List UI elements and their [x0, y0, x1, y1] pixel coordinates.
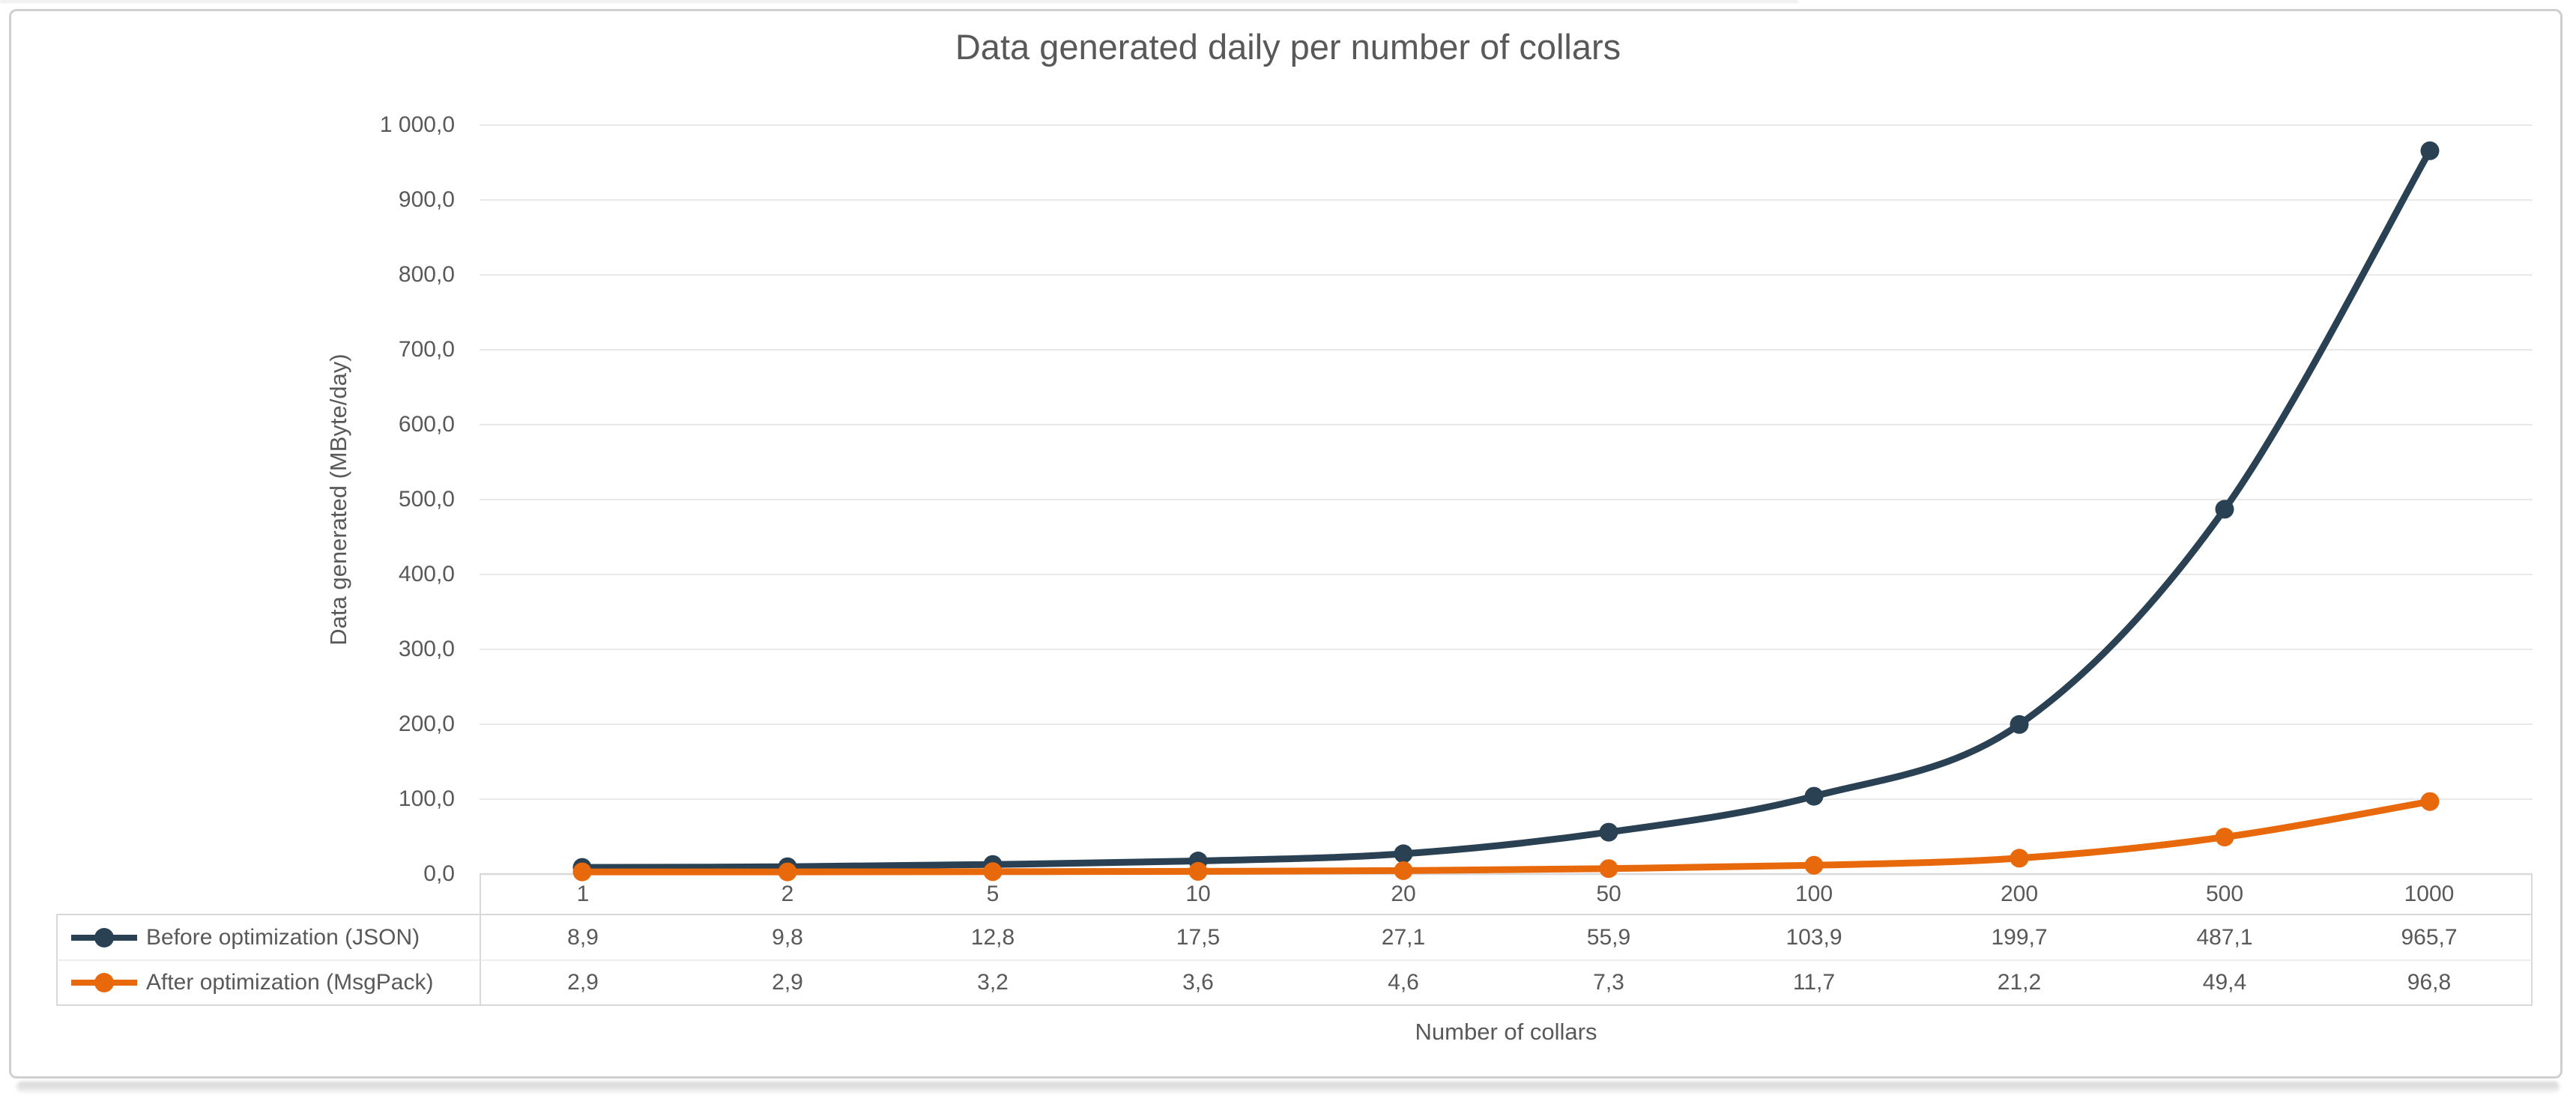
- table-value-cell: 7,3: [1506, 961, 1711, 1006]
- table-value-cell: 21,2: [1917, 961, 2122, 1006]
- table-category-header: 50: [1506, 874, 1711, 915]
- legend-item: Before optimization (JSON): [56, 915, 480, 961]
- table-value-cell: 27,1: [1301, 915, 1506, 961]
- table-value-cell: 3,6: [1095, 961, 1301, 1006]
- data-table: 1 2 5 10 20 50 100 200 500 1000 Before optimizatio…: [56, 874, 2533, 1006]
- y-axis-tick-label: 400,0: [398, 562, 455, 586]
- table-value-cell: 8,9: [480, 915, 685, 961]
- table-category-header: 1000: [2327, 874, 2533, 915]
- table-value-cell: 12,8: [890, 915, 1095, 961]
- table-value-cell: 4,6: [1301, 961, 1506, 1006]
- y-axis-tick-label: 800,0: [398, 262, 455, 287]
- table-value-cell: 9,8: [685, 915, 890, 961]
- y-axis-tick-label: 900,0: [398, 187, 455, 212]
- y-axis-tick-label: 500,0: [398, 487, 455, 512]
- table-value-cell: 965,7: [2327, 915, 2533, 961]
- y-axis-tick-label: 300,0: [398, 637, 455, 661]
- legend-key-icon: [71, 927, 137, 947]
- table-category-header: 20: [1301, 874, 1506, 915]
- table-value-cell: 2,9: [685, 961, 890, 1006]
- table-value-cell: 17,5: [1095, 915, 1301, 961]
- table-category-header: 5: [890, 874, 1095, 915]
- table-value-cell: 3,2: [890, 961, 1095, 1006]
- table-value-cell: 103,9: [1711, 915, 1917, 961]
- y-axis-tick-label: 200,0: [398, 712, 455, 736]
- chart-title: Data generated daily per number of colla…: [955, 27, 1621, 67]
- cropped-text-artifact: [16, 1082, 2560, 1093]
- table-value-cell: 49,4: [2122, 961, 2327, 1006]
- table-category-header: 500: [2122, 874, 2327, 915]
- table-category-header: 2: [685, 874, 890, 915]
- legend-key-icon: [71, 973, 137, 992]
- table-corner-cell: [56, 874, 480, 915]
- x-axis-title: Number of collars: [1415, 1019, 1597, 1045]
- y-axis-tick-label: 600,0: [398, 412, 455, 437]
- table-value-cell: 96,8: [2327, 961, 2533, 1006]
- cropped-top-artifact: [0, 0, 1798, 3]
- table-category-header: 1: [480, 874, 685, 915]
- table-value-cell: 11,7: [1711, 961, 1917, 1006]
- y-axis-tick-label: 0,0: [423, 861, 455, 886]
- y-axis-tick-label: 700,0: [398, 337, 455, 362]
- table-value-cell: 55,9: [1506, 915, 1711, 961]
- legend-label: Before optimization (JSON): [146, 924, 420, 950]
- table-value-cell: 199,7: [1917, 915, 2122, 961]
- legend-item: After optimization (MsgPack): [56, 961, 480, 1006]
- y-axis-tick-label: 1 000,0: [379, 112, 455, 137]
- table-category-header: 10: [1095, 874, 1301, 915]
- table-value-cell: 487,1: [2122, 915, 2327, 961]
- legend-label: After optimization (MsgPack): [146, 970, 434, 995]
- y-axis-tick-label: 100,0: [398, 786, 455, 811]
- table-category-header: 200: [1917, 874, 2122, 915]
- table-category-header: 100: [1711, 874, 1917, 915]
- table-value-cell: 2,9: [480, 961, 685, 1006]
